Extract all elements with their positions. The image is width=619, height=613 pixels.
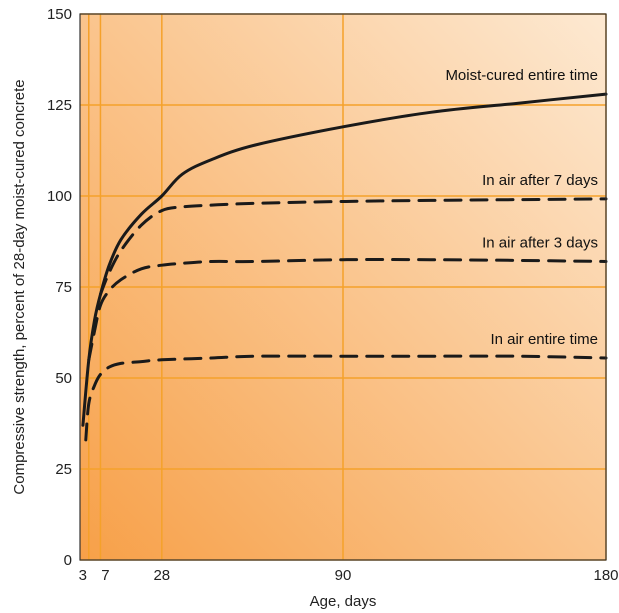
plot-frame bbox=[79, 13, 607, 561]
x-tick-label: 28 bbox=[153, 567, 170, 584]
series-label-2: In air after 3 days bbox=[482, 235, 598, 252]
series-line-2 bbox=[87, 258, 608, 362]
series-label-3: In air entire time bbox=[490, 331, 598, 348]
x-tick-label: 7 bbox=[101, 567, 109, 584]
x-axis-label: Age, days bbox=[310, 593, 377, 610]
y-tick-label: 50 bbox=[55, 370, 72, 387]
tick-labels: 3 7 28 90 180 0 25 50 75 100 125 150 bbox=[47, 6, 619, 584]
series-lines bbox=[81, 92, 608, 442]
y-tick-label: 0 bbox=[64, 552, 72, 569]
y-tick-label: 25 bbox=[55, 461, 72, 478]
series-label-1: In air after 7 days bbox=[482, 172, 598, 189]
x-tick-label: 90 bbox=[335, 567, 352, 584]
y-axis-label: Compressive strength, percent of 28-day … bbox=[11, 79, 28, 494]
series-label-0: Moist-cured entire time bbox=[445, 67, 598, 84]
y-tick-label: 75 bbox=[55, 279, 72, 296]
x-tick-label: 180 bbox=[593, 567, 618, 584]
y-tick-label: 125 bbox=[47, 97, 72, 114]
y-tick-label: 150 bbox=[47, 6, 72, 23]
series-line-1 bbox=[99, 197, 608, 296]
y-tick-label: 100 bbox=[47, 188, 72, 205]
series-line-3 bbox=[84, 354, 608, 442]
series-labels: Moist-cured entire time In air after 7 da… bbox=[445, 67, 598, 348]
series-line-0 bbox=[81, 92, 608, 427]
grid bbox=[80, 13, 607, 561]
x-tick-label: 3 bbox=[79, 567, 87, 584]
